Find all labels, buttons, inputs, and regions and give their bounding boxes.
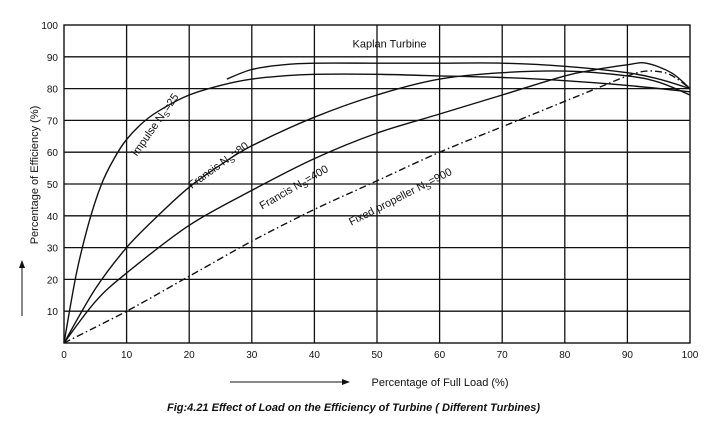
curve-label-kaplan: Kaplan Turbine <box>353 38 427 50</box>
efficiency-chart: 0 10 20 30 40 50 60 70 80 90 100 10 20 30 40 50 60 70 80 9… <box>19 21 699 389</box>
series-group <box>63 62 691 344</box>
x-tick-label: 20 <box>184 350 196 361</box>
x-axis-arrow <box>230 379 350 385</box>
x-tick-label: 100 <box>682 350 699 361</box>
series-line-francis-400 <box>63 62 691 344</box>
x-tick-label: 80 <box>559 350 571 361</box>
series-line-kaplan <box>226 62 691 90</box>
y-tick-label: 10 <box>47 307 59 318</box>
x-tick-label: 60 <box>434 350 446 361</box>
curve-label-francis-80: Francis NS=80 <box>186 140 252 193</box>
series-line-francis-80 <box>63 70 691 344</box>
x-tick-label: 40 <box>309 350 321 361</box>
x-tick-label: 30 <box>246 350 258 361</box>
y-axis-title: Percentage of Efficiency (%) <box>29 106 41 245</box>
x-axis-title: Percentage of Full Load (%) <box>372 377 509 389</box>
y-tick-label: 30 <box>47 244 59 255</box>
curve-label-impulse-25: Impulse NS=25 <box>129 92 183 160</box>
curve-label-propeller-900: Fixed propeller NS=900 <box>347 166 455 230</box>
y-tick-label: 90 <box>47 53 59 64</box>
x-tick-label: 90 <box>622 350 634 361</box>
y-axis-arrow <box>19 260 25 316</box>
grid-lines <box>64 25 690 343</box>
x-tick-label: 10 <box>121 350 133 361</box>
y-tick-labels: 10 20 30 40 50 60 70 80 90 100 <box>41 21 58 318</box>
x-tick-label: 50 <box>371 350 383 361</box>
y-tick-label: 50 <box>47 180 59 191</box>
y-tick-label: 80 <box>47 85 59 96</box>
y-tick-label: 20 <box>47 275 59 286</box>
y-tick-label: 40 <box>47 212 59 223</box>
y-tick-label: 100 <box>41 21 58 32</box>
y-tick-label: 70 <box>47 116 59 127</box>
y-tick-label: 60 <box>47 148 59 159</box>
series-line-impulse-25 <box>63 73 691 344</box>
x-tick-label: 70 <box>497 350 509 361</box>
x-tick-labels: 0 10 20 30 40 50 60 70 80 90 100 <box>61 350 699 361</box>
series-line-propeller-900 <box>63 70 691 344</box>
figure-caption: Fig:4.21 Effect of Load on the Efficienc… <box>166 402 541 414</box>
x-tick-label: 0 <box>61 350 67 361</box>
